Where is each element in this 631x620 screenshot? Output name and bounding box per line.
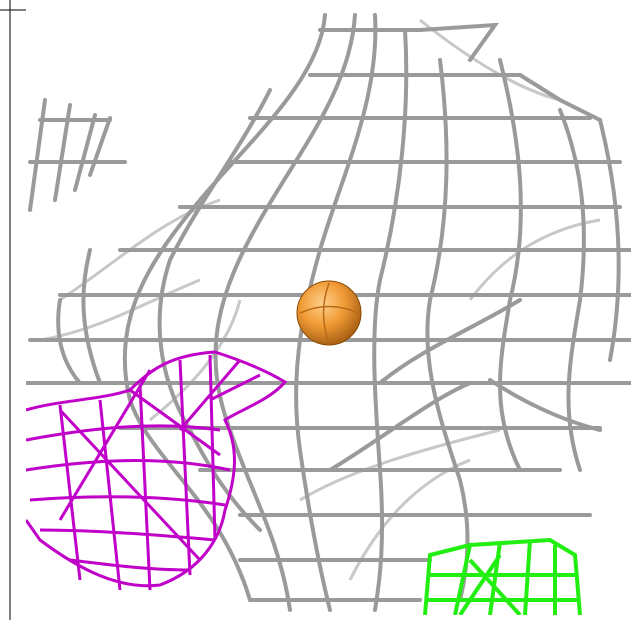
magenta-mesh bbox=[26, 350, 288, 591]
metal-ion bbox=[296, 280, 362, 346]
ion-shading bbox=[299, 282, 359, 344]
green-mesh bbox=[423, 537, 582, 615]
